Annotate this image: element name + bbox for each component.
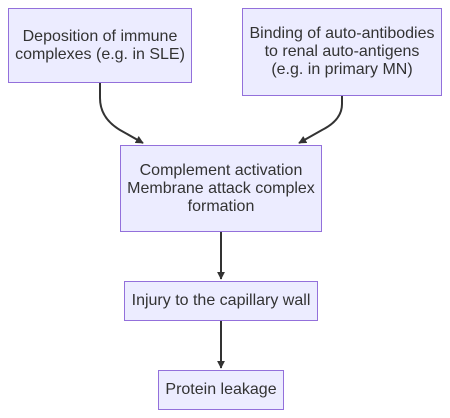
node-label: Complement activation Membrane attack co…: [127, 161, 315, 215]
node-label: Deposition of immune complexes (e.g. in …: [15, 27, 185, 63]
edge-immune-complexes-to-complement: [99, 83, 144, 144]
node-protein-leakage: Protein leakage: [158, 370, 284, 410]
node-immune-complex-deposition: Deposition of immune complexes (e.g. in …: [8, 8, 192, 83]
node-auto-antibody-binding: Binding of auto-antibodies to renal auto…: [242, 8, 442, 96]
node-label: Injury to the capillary wall: [131, 292, 311, 309]
node-label: Protein leakage: [165, 381, 277, 398]
node-label: Binding of auto-antibodies to renal auto…: [249, 25, 435, 78]
node-complement-activation: Complement activation Membrane attack co…: [120, 145, 322, 232]
node-capillary-wall-injury: Injury to the capillary wall: [124, 281, 318, 321]
edge-auto-antibodies-to-complement: [298, 96, 343, 144]
